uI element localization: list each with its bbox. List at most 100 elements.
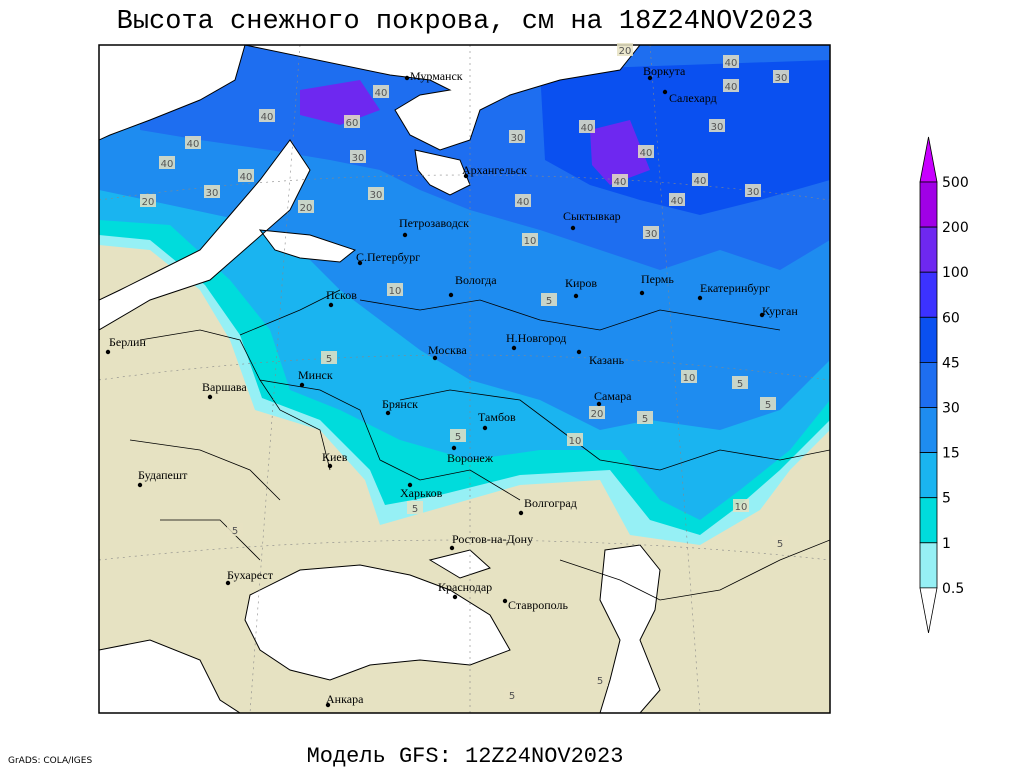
colorbar-swatch [919, 452, 938, 499]
city-label: Минск [298, 368, 333, 382]
city-label: Краснодар [438, 580, 492, 594]
contour-label-box [350, 150, 366, 163]
city-dot [511, 345, 517, 351]
contour-label: 5 [777, 539, 783, 550]
colorbar-label: 0.5 [942, 581, 964, 597]
city-dot [207, 394, 213, 400]
contour-label: 40 [261, 112, 274, 123]
contour-label: 30 [511, 133, 524, 144]
colorbar-label: 500 [942, 175, 969, 191]
city-label: Сыктывкар [563, 209, 621, 223]
contour-label-box [321, 351, 337, 364]
sea [99, 45, 661, 713]
contour-label-box [185, 136, 201, 149]
colorbar-label: 45 [942, 355, 960, 371]
city-dot [502, 598, 508, 604]
contour-label: 10 [683, 373, 696, 384]
city-label: Берлин [109, 335, 146, 349]
city-dot [407, 482, 413, 488]
contour-label-box [344, 115, 360, 128]
colorbar-label: 60 [942, 310, 960, 326]
contour-label: 20 [142, 197, 155, 208]
city-label: Петрозаводск [399, 216, 469, 230]
city-label: Вологда [455, 273, 497, 287]
contour-label: 40 [240, 172, 253, 183]
city-dot [518, 510, 524, 516]
contour-label-box [723, 79, 739, 92]
contour-label: 40 [161, 159, 174, 170]
contour-label: 30 [775, 73, 788, 84]
city-dot [299, 382, 305, 388]
city-dot [639, 290, 645, 296]
colorbar-swatch [919, 407, 938, 453]
city-label: Тамбов [478, 410, 516, 424]
city-dot [759, 312, 765, 318]
contour-label-box [373, 85, 389, 98]
city-label: С.Петербург [356, 250, 420, 264]
contour-label: 40 [614, 177, 627, 188]
city-dot [452, 594, 458, 600]
contour-label-box [745, 184, 761, 197]
city-dot [596, 401, 602, 407]
contour-label: 30 [711, 122, 724, 133]
contour-label-box [204, 185, 220, 198]
contour-label: 5 [509, 691, 515, 702]
city-label: Будапешт [138, 468, 188, 482]
contour-label-box [567, 433, 583, 446]
contour-label-box [733, 499, 749, 512]
colorbar: 500 200 100 60 45 30 15 5 1 0.5 [919, 136, 969, 633]
title: Высота снежного покрова, см на 18Z24NOV2… [117, 7, 814, 37]
contour-label: 40 [694, 176, 707, 187]
city-label: Ростов-на-Дону [452, 532, 533, 546]
contour-label-box [637, 411, 653, 424]
city-dot [463, 173, 469, 179]
contour-label: 40 [640, 148, 653, 159]
city-label: Курган [762, 304, 798, 318]
city-dot [570, 225, 576, 231]
city-label: Самара [594, 389, 632, 403]
city-label: Псков [326, 288, 357, 302]
contour-label-box [732, 376, 748, 389]
contour-label-box [617, 43, 633, 56]
contour-label-box [681, 370, 697, 383]
contour-label: 10 [735, 502, 748, 513]
city-dot [404, 75, 410, 81]
contour-label: 5 [455, 432, 461, 443]
colorbar-swatch [919, 497, 938, 544]
colorbar-label: 15 [942, 446, 960, 462]
colorbar-top-arrow [919, 136, 938, 183]
contour-label: 5 [326, 354, 332, 365]
city-label: Архангельск [462, 163, 527, 177]
colorbar-bottom-arrow [919, 587, 938, 633]
contour-label: 5 [546, 296, 552, 307]
contour-label-box [368, 187, 384, 200]
contour-label-box [522, 233, 538, 246]
city-label: Воронеж [447, 451, 494, 465]
city-dot [402, 232, 408, 238]
contour-label: 60 [346, 118, 359, 129]
contour-label: 5 [737, 379, 743, 390]
contour-label-box [450, 429, 466, 442]
city-dot [482, 425, 488, 431]
city-layer: Мурманск Воркута Салехард Архангельск Петроз… [105, 64, 798, 708]
colorbar-label: 1 [942, 536, 951, 552]
contour-label: 10 [569, 436, 582, 447]
contour-label-box [709, 119, 725, 132]
contour-label: 30 [645, 229, 658, 240]
contour-label: 40 [187, 139, 200, 150]
city-label: Брянск [382, 397, 418, 411]
contour-label-box [723, 55, 739, 68]
contour-label-layer: 40 60 40 40 40 30 30 20 30 20 40 30 40 40 30 40 30 40 40 40… [140, 43, 789, 702]
city-label: Н.Новгород [506, 331, 566, 345]
contour-label-box [159, 156, 175, 169]
contour-label-box [238, 169, 254, 182]
city-dot [137, 482, 143, 488]
city-label: Москва [428, 343, 467, 357]
city-dot [647, 75, 653, 81]
map [99, 45, 830, 713]
city-label: Салехард [669, 91, 717, 105]
contour-label-box [541, 293, 557, 306]
contour-label-box [259, 109, 275, 122]
city-dot [432, 355, 438, 361]
